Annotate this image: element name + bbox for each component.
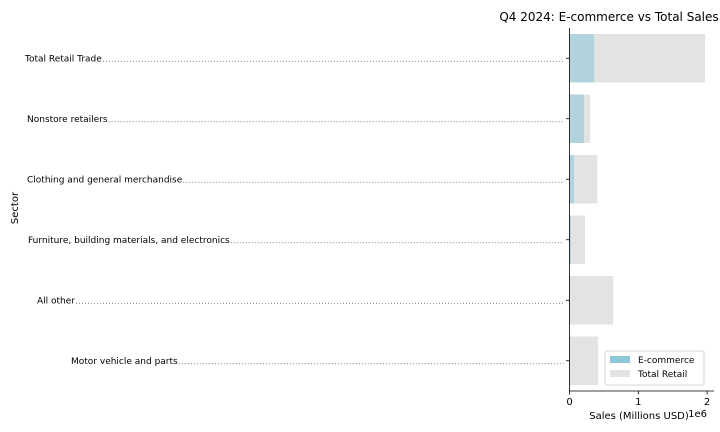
category-labels: Total Retail Trade Nonstore retailers Clot… [24, 54, 564, 367]
x-tick-label: 0 [566, 397, 572, 408]
bar-total-retail [569, 276, 614, 325]
x-axis-label: Sales (Millions USD) [589, 411, 689, 422]
bar-e-commerce [569, 155, 574, 204]
x-axis-offset-label: 1e6 [688, 409, 707, 420]
legend-label: E-commerce [638, 356, 695, 366]
x-tick-label: 2 [704, 397, 710, 408]
bar-e-commerce [569, 34, 594, 83]
legend-swatch [610, 370, 630, 377]
bars-layer [569, 34, 706, 385]
axes-layer: 0 1 2 [566, 28, 714, 408]
category-label: Motor vehicle and parts [71, 357, 178, 367]
category-label: Nonstore retailers [27, 115, 108, 125]
bar-total-retail [569, 336, 599, 385]
legend-label: Total Retail [637, 370, 687, 380]
bar-e-commerce [569, 215, 571, 264]
category-label: All other [37, 296, 75, 306]
legend: E-commerce Total Retail [604, 350, 705, 386]
category-label: Clothing and general merchandise [27, 175, 183, 185]
category-label: Total Retail Trade [24, 54, 102, 64]
category-label: Furniture, building materials, and elect… [28, 236, 230, 246]
bar-total-retail [569, 155, 598, 204]
chart-title: Q4 2024: E-commerce vs Total Sales [499, 10, 718, 24]
bar-e-commerce [569, 94, 584, 143]
y-axis-label: Sector [10, 191, 21, 224]
x-tick-label: 1 [635, 397, 641, 408]
legend-swatch [610, 356, 630, 363]
bar-total-retail [569, 215, 585, 264]
